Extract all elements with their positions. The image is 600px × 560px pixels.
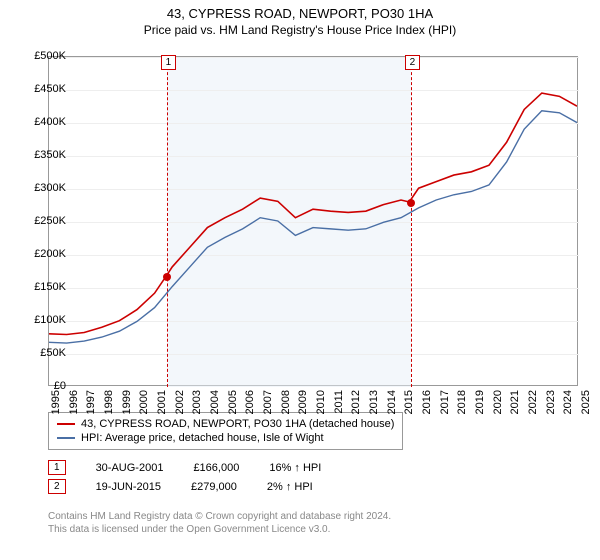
sales-delta: 16% ↑ HPI bbox=[269, 462, 321, 474]
sales-table: 1 30-AUG-2001 £166,000 16% ↑ HPI 2 19-JU… bbox=[48, 458, 321, 496]
x-axis-label: 1998 bbox=[103, 390, 115, 420]
sales-marker: 2 bbox=[48, 479, 66, 494]
x-axis-label: 2013 bbox=[368, 390, 380, 420]
sales-date: 19-JUN-2015 bbox=[96, 481, 161, 493]
legend-swatch bbox=[57, 437, 75, 439]
x-axis-label: 2012 bbox=[350, 390, 362, 420]
sale-dot bbox=[163, 273, 171, 281]
x-axis-label: 2009 bbox=[297, 390, 309, 420]
x-axis-label: 2001 bbox=[156, 390, 168, 420]
x-axis-label: 1995 bbox=[50, 390, 62, 420]
chart-lines bbox=[49, 57, 577, 385]
sales-date: 30-AUG-2001 bbox=[96, 462, 164, 474]
y-axis-label: £100K bbox=[22, 314, 66, 326]
y-axis-label: £300K bbox=[22, 182, 66, 194]
marker-line bbox=[167, 57, 168, 387]
x-axis-label: 2019 bbox=[474, 390, 486, 420]
x-axis-label: 2023 bbox=[545, 390, 557, 420]
y-axis-label: £500K bbox=[22, 50, 66, 62]
marker-label: 1 bbox=[161, 55, 177, 70]
y-axis-label: £350K bbox=[22, 149, 66, 161]
page-subtitle: Price paid vs. HM Land Registry's House … bbox=[0, 21, 600, 41]
marker-label: 2 bbox=[405, 55, 421, 70]
sale-dot bbox=[407, 199, 415, 207]
legend-item: HPI: Average price, detached house, Isle… bbox=[57, 431, 394, 445]
x-axis-label: 2021 bbox=[509, 390, 521, 420]
x-axis-label: 2015 bbox=[403, 390, 415, 420]
sales-delta: 2% ↑ HPI bbox=[267, 481, 313, 493]
series-property bbox=[49, 93, 577, 334]
x-axis-label: 1999 bbox=[121, 390, 133, 420]
footer-line: Contains HM Land Registry data © Crown c… bbox=[48, 510, 391, 523]
x-axis-label: 2008 bbox=[280, 390, 292, 420]
x-axis-label: 1996 bbox=[68, 390, 80, 420]
sales-price: £279,000 bbox=[191, 481, 237, 493]
sales-marker: 1 bbox=[48, 460, 66, 475]
y-axis-label: £200K bbox=[22, 248, 66, 260]
x-axis-label: 2016 bbox=[421, 390, 433, 420]
sales-row: 2 19-JUN-2015 £279,000 2% ↑ HPI bbox=[48, 477, 321, 496]
x-axis-label: 2002 bbox=[174, 390, 186, 420]
page-title: 43, CYPRESS ROAD, NEWPORT, PO30 1HA bbox=[0, 0, 600, 21]
x-axis-label: 2025 bbox=[580, 390, 592, 420]
x-axis-label: 2003 bbox=[191, 390, 203, 420]
x-axis-label: 2007 bbox=[262, 390, 274, 420]
sales-row: 1 30-AUG-2001 £166,000 16% ↑ HPI bbox=[48, 458, 321, 477]
footer-line: This data is licensed under the Open Gov… bbox=[48, 523, 391, 536]
x-axis-label: 2020 bbox=[492, 390, 504, 420]
legend-label: HPI: Average price, detached house, Isle… bbox=[81, 432, 324, 444]
x-axis-label: 1997 bbox=[85, 390, 97, 420]
marker-line bbox=[411, 57, 412, 387]
x-axis-label: 2018 bbox=[456, 390, 468, 420]
y-axis-label: £150K bbox=[22, 281, 66, 293]
x-axis-label: 2011 bbox=[333, 390, 345, 420]
x-axis-label: 2000 bbox=[138, 390, 150, 420]
x-axis-label: 2005 bbox=[227, 390, 239, 420]
x-axis-label: 2006 bbox=[244, 390, 256, 420]
y-axis-label: £400K bbox=[22, 116, 66, 128]
legend-swatch bbox=[57, 423, 75, 425]
x-axis-label: 2014 bbox=[386, 390, 398, 420]
x-axis-label: 2010 bbox=[315, 390, 327, 420]
chart: 12 bbox=[48, 56, 578, 386]
y-axis-label: £450K bbox=[22, 83, 66, 95]
x-axis-label: 2022 bbox=[527, 390, 539, 420]
y-axis-label: £50K bbox=[22, 347, 66, 359]
series-hpi bbox=[49, 111, 577, 343]
footer: Contains HM Land Registry data © Crown c… bbox=[48, 510, 391, 536]
y-axis-label: £250K bbox=[22, 215, 66, 227]
sales-price: £166,000 bbox=[193, 462, 239, 474]
x-axis-label: 2024 bbox=[562, 390, 574, 420]
x-axis-label: 2017 bbox=[439, 390, 451, 420]
x-axis-label: 2004 bbox=[209, 390, 221, 420]
